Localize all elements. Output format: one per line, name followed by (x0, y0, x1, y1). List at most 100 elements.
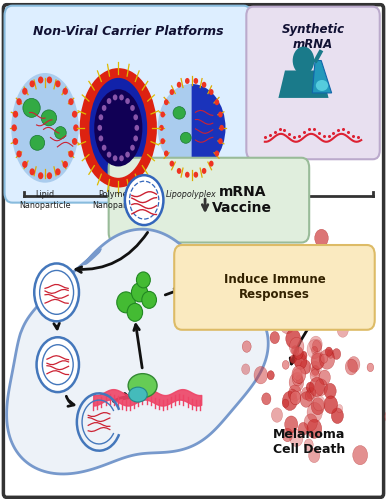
Ellipse shape (11, 73, 79, 182)
Circle shape (289, 385, 301, 401)
Circle shape (312, 366, 319, 376)
Circle shape (282, 428, 293, 442)
Ellipse shape (173, 106, 185, 119)
Text: mRNA
Vaccine: mRNA Vaccine (212, 185, 272, 215)
Circle shape (16, 98, 22, 105)
Circle shape (113, 94, 117, 100)
Wedge shape (192, 84, 226, 172)
Circle shape (325, 347, 332, 356)
Text: Induce Immune
Responses: Induce Immune Responses (224, 274, 325, 301)
Circle shape (310, 336, 322, 352)
Circle shape (218, 138, 223, 144)
Circle shape (177, 168, 182, 174)
Circle shape (125, 175, 163, 225)
Circle shape (300, 308, 307, 316)
Circle shape (38, 172, 43, 179)
Circle shape (301, 352, 307, 360)
Circle shape (310, 378, 324, 396)
Circle shape (270, 332, 279, 344)
Circle shape (331, 408, 343, 424)
Circle shape (159, 125, 164, 131)
Circle shape (13, 138, 18, 145)
Ellipse shape (128, 374, 157, 398)
Ellipse shape (23, 98, 40, 117)
Circle shape (55, 80, 60, 87)
Circle shape (293, 347, 303, 360)
Circle shape (291, 346, 299, 355)
Circle shape (209, 89, 214, 95)
Circle shape (16, 150, 22, 158)
Circle shape (300, 392, 312, 407)
Circle shape (125, 98, 130, 104)
Circle shape (34, 264, 79, 322)
Circle shape (194, 172, 198, 177)
Circle shape (348, 356, 360, 372)
Circle shape (177, 82, 182, 87)
Ellipse shape (129, 387, 147, 402)
Circle shape (107, 98, 111, 104)
Wedge shape (158, 84, 192, 172)
Circle shape (214, 99, 219, 105)
Circle shape (63, 88, 68, 95)
Circle shape (312, 353, 324, 370)
Circle shape (113, 156, 117, 162)
Ellipse shape (117, 292, 135, 313)
Ellipse shape (180, 132, 191, 143)
Circle shape (63, 161, 68, 168)
Text: Melanoma
Cell Death: Melanoma Cell Death (273, 428, 345, 456)
Circle shape (29, 80, 35, 87)
Circle shape (271, 408, 283, 422)
Circle shape (47, 76, 52, 84)
Circle shape (72, 138, 77, 145)
Circle shape (304, 414, 317, 431)
Circle shape (125, 152, 130, 158)
Circle shape (68, 98, 74, 105)
Circle shape (241, 364, 250, 374)
Text: Non-Viral Carrier Platforms: Non-Viral Carrier Platforms (33, 24, 223, 38)
Circle shape (262, 393, 271, 405)
Circle shape (218, 112, 223, 117)
Ellipse shape (142, 292, 156, 308)
Circle shape (293, 46, 314, 74)
Circle shape (98, 125, 102, 131)
Circle shape (209, 160, 214, 166)
Circle shape (267, 370, 274, 380)
Circle shape (219, 125, 224, 131)
Ellipse shape (41, 110, 57, 126)
Circle shape (134, 114, 138, 120)
Circle shape (135, 125, 139, 131)
Circle shape (289, 373, 304, 392)
Circle shape (292, 372, 303, 386)
Circle shape (13, 110, 18, 117)
Circle shape (319, 350, 335, 369)
Circle shape (102, 105, 106, 111)
Circle shape (130, 105, 135, 111)
Ellipse shape (132, 283, 147, 302)
Text: Polymeric
Nanoparticle: Polymeric Nanoparticle (92, 190, 144, 210)
Circle shape (288, 389, 296, 400)
Circle shape (130, 144, 135, 150)
Circle shape (55, 168, 60, 175)
Circle shape (73, 124, 79, 132)
Circle shape (324, 384, 336, 399)
Circle shape (327, 350, 334, 358)
Text: Lipopolyplex: Lipopolyplex (166, 190, 217, 199)
Circle shape (119, 94, 124, 100)
Circle shape (312, 346, 318, 354)
Circle shape (47, 172, 52, 179)
Circle shape (289, 338, 304, 356)
Circle shape (202, 82, 206, 87)
FancyBboxPatch shape (3, 4, 384, 498)
Circle shape (290, 391, 301, 405)
Circle shape (68, 150, 74, 158)
Circle shape (36, 338, 79, 392)
Circle shape (194, 78, 198, 84)
Polygon shape (7, 229, 268, 474)
Circle shape (311, 398, 324, 415)
Circle shape (285, 416, 298, 433)
Circle shape (293, 368, 302, 380)
Circle shape (12, 124, 17, 132)
Circle shape (282, 360, 289, 370)
Circle shape (311, 352, 325, 369)
Circle shape (312, 340, 322, 351)
